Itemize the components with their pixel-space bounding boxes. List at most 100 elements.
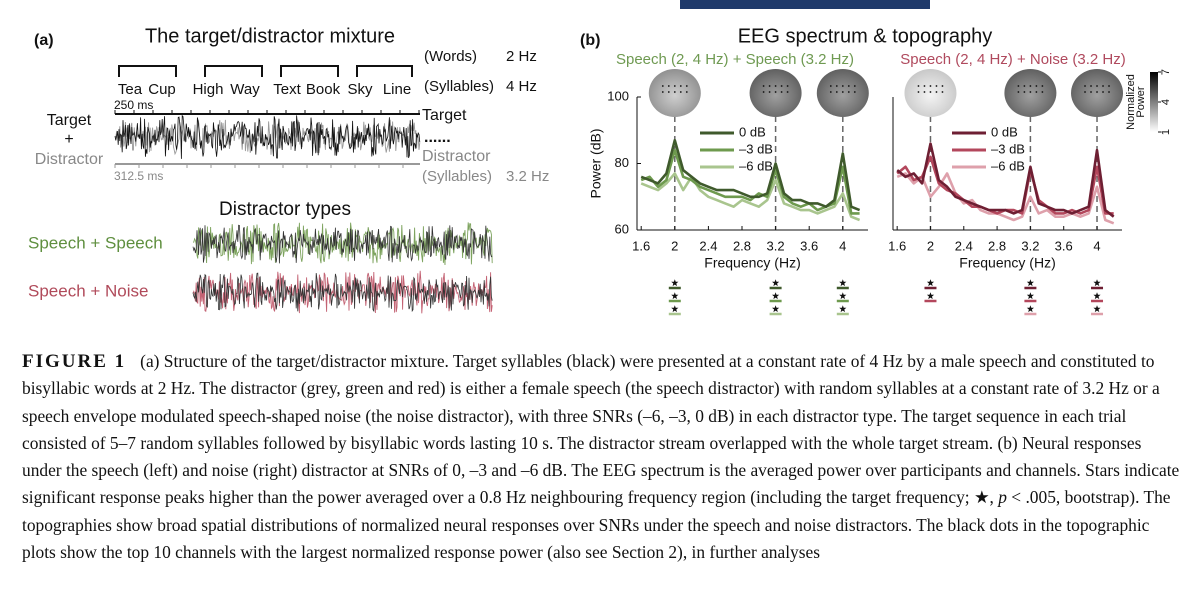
topography-channel bbox=[774, 91, 777, 93]
topography-channel bbox=[1090, 85, 1092, 87]
topography-channel bbox=[1017, 85, 1020, 87]
topography-channel bbox=[768, 85, 771, 87]
topography-channel bbox=[829, 91, 832, 93]
y-tick-label: 60 bbox=[615, 221, 629, 236]
left-plus: + bbox=[64, 131, 73, 148]
caption-italic: p bbox=[998, 487, 1007, 508]
topography bbox=[1071, 69, 1124, 117]
series-line bbox=[640, 138, 861, 212]
topography-channel bbox=[1041, 91, 1044, 93]
right-dots: ...... bbox=[424, 129, 451, 146]
x-tick-label: 2.8 bbox=[988, 238, 1006, 253]
significance-star bbox=[772, 279, 780, 287]
topography-channel bbox=[853, 91, 856, 93]
syllable: Tea bbox=[118, 81, 143, 98]
panel-title: The target/distractor mixture bbox=[145, 25, 395, 47]
topography-channel bbox=[1096, 85, 1098, 87]
topography-channel bbox=[1029, 91, 1032, 93]
topography-channel bbox=[917, 91, 920, 93]
topography-channel bbox=[780, 85, 783, 87]
significance-star bbox=[926, 279, 935, 287]
significance-star bbox=[671, 279, 679, 287]
significance-star bbox=[1026, 305, 1034, 313]
x-tick-label: 1.6 bbox=[888, 238, 906, 253]
left-distractor: Distractor bbox=[35, 151, 104, 168]
series-line bbox=[896, 172, 1115, 225]
legend-label: 0 dB bbox=[739, 124, 766, 139]
topography-channel bbox=[941, 85, 944, 87]
topography-channel bbox=[1017, 91, 1020, 93]
topography-channel bbox=[1035, 85, 1038, 87]
panel-title: EEG spectrum & topography bbox=[738, 25, 993, 47]
topography-channel bbox=[762, 91, 765, 93]
words-rate: 2 Hz bbox=[506, 48, 537, 65]
topography-channel bbox=[667, 91, 670, 93]
topography-channel bbox=[1102, 91, 1104, 93]
topography-channel bbox=[685, 91, 688, 93]
significance-star bbox=[772, 292, 780, 300]
type-noise: Speech + Noise bbox=[28, 281, 149, 300]
topography bbox=[648, 69, 701, 117]
topography bbox=[904, 69, 957, 117]
topography-channel bbox=[685, 85, 688, 87]
topography-channel bbox=[1029, 85, 1032, 87]
legend-label: –3 dB bbox=[739, 141, 773, 156]
topography-channel bbox=[1035, 91, 1038, 93]
topography-channel bbox=[762, 85, 765, 87]
waveform bbox=[192, 224, 493, 264]
topography-channel bbox=[1041, 85, 1044, 87]
topography-channel bbox=[786, 91, 789, 93]
topography-channel bbox=[667, 85, 670, 87]
y-tick-label: 80 bbox=[615, 155, 629, 170]
topography-channel bbox=[774, 85, 777, 87]
syllable: Text bbox=[273, 81, 301, 98]
topography-channel bbox=[847, 91, 850, 93]
syllable: Cup bbox=[148, 81, 176, 98]
distractor-syllables-label: (Syllables) bbox=[422, 168, 492, 185]
x-axis-label: Frequency (Hz) bbox=[704, 255, 800, 271]
distractor-scale: 312.5 ms bbox=[114, 169, 163, 183]
significance-star bbox=[1026, 292, 1034, 300]
significance-star bbox=[926, 292, 935, 300]
topography-channel bbox=[768, 91, 771, 93]
x-tick-label: 1.6 bbox=[632, 238, 650, 253]
right-distractor: Distractor bbox=[422, 148, 491, 165]
caption: FIGURE 1 (a) Structure of the target/dist… bbox=[22, 348, 1182, 566]
topography-channel bbox=[935, 85, 938, 87]
chart-title: Speech (2, 4 Hz) + Noise (3.2 Hz) bbox=[900, 51, 1126, 68]
topography-channel bbox=[1096, 91, 1098, 93]
topography-channel bbox=[661, 91, 664, 93]
topography-channel bbox=[1023, 85, 1026, 87]
x-tick-label: 2 bbox=[927, 238, 934, 253]
waveform bbox=[114, 114, 421, 159]
colorbar-ticks: 1 4 7 bbox=[1158, 69, 1172, 135]
colorbar-label: Power bbox=[1135, 86, 1147, 118]
topography-channel bbox=[1108, 85, 1110, 87]
series-line bbox=[640, 148, 860, 215]
topography-channel bbox=[853, 85, 856, 87]
x-axis-label: Frequency (Hz) bbox=[959, 255, 1055, 271]
legend-label: 0 dB bbox=[991, 124, 1018, 139]
topography-channel bbox=[935, 91, 938, 93]
syllable: Way bbox=[230, 81, 260, 98]
charts: Speech (2, 4 Hz) + Speech (3.2 Hz) Freque… bbox=[588, 51, 1126, 316]
chart-title: Speech (2, 4 Hz) + Speech (3.2 Hz) bbox=[616, 51, 854, 68]
topography-channel bbox=[923, 85, 926, 87]
x-tick-label: 3.2 bbox=[1021, 238, 1039, 253]
x-tick-label: 2.8 bbox=[733, 238, 751, 253]
topography-channel bbox=[673, 85, 676, 87]
topography-channel bbox=[661, 85, 664, 87]
topography-channel bbox=[941, 91, 944, 93]
topography-channel bbox=[829, 85, 832, 87]
series-line bbox=[640, 172, 861, 222]
topography bbox=[1004, 69, 1057, 117]
colorbar-tick-label: 1 bbox=[1160, 129, 1172, 135]
x-tick-label: 3.6 bbox=[800, 238, 818, 253]
colorbar bbox=[1150, 72, 1158, 132]
syllable: High bbox=[193, 81, 224, 98]
y-tick-label: 100 bbox=[607, 88, 629, 103]
significance-star bbox=[671, 305, 679, 313]
legend-label: –3 dB bbox=[991, 141, 1025, 156]
waveform bbox=[192, 272, 493, 313]
